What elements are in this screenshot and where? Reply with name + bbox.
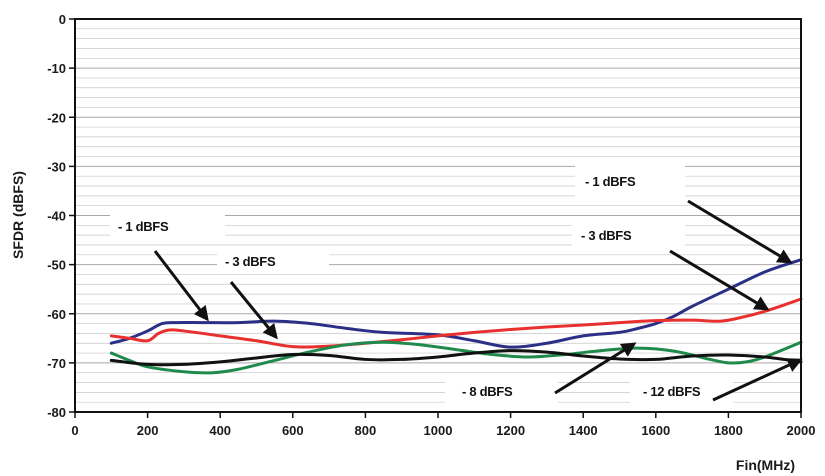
x-tick-label: 0 <box>71 423 78 438</box>
series-line-black <box>109 349 803 367</box>
x-tick-label: 1200 <box>496 423 525 438</box>
series-line-red <box>109 297 803 349</box>
y-tick-label: 0 <box>59 12 66 27</box>
annotation-label: - 3 dBFS <box>225 254 276 269</box>
annotation-label: - 3 dBFS <box>581 228 632 243</box>
annotation-arrow <box>229 281 278 340</box>
annotation-arrow <box>712 358 803 402</box>
annotations: - 1 dBFS - 3 dBFS - 1 dBFS - 3 dBFS - 8 dBFS… <box>110 162 803 406</box>
x-tick-label: 600 <box>282 423 304 438</box>
annotation-arrow <box>669 249 770 311</box>
y-tick-label: -40 <box>47 209 66 224</box>
annotation-arrow <box>687 199 793 264</box>
annotation-box <box>445 377 558 406</box>
annotation-box <box>110 211 225 238</box>
annotation-box <box>630 377 733 406</box>
annotation-label: - 8 dBFS <box>462 384 513 399</box>
x-tick-label: 800 <box>355 423 377 438</box>
series-lines <box>109 258 803 375</box>
y-tick-label: -80 <box>47 405 66 420</box>
series-line-green <box>109 340 803 375</box>
y-tick-label: -60 <box>47 307 66 322</box>
annotation-box <box>572 217 685 249</box>
x-tick-label: 1400 <box>569 423 598 438</box>
y-tick-label: -20 <box>47 110 66 125</box>
annotation-box <box>575 162 685 200</box>
series-line-blue <box>109 258 803 349</box>
y-tick-label: -70 <box>47 356 66 371</box>
x-tick-label: 1000 <box>424 423 453 438</box>
axis-ticks: 0 -10 -20 -30 -40 -50 -60 -70 -80 0 200 400 600 800 10… <box>47 12 815 438</box>
annotation-label: - 1 dBFS <box>585 174 636 189</box>
annotation-label: - 12 dBFS <box>643 384 701 399</box>
annotation-label: - 1 dBFS <box>118 219 169 234</box>
y-tick-label: -30 <box>47 159 66 174</box>
x-tick-label: 1800 <box>714 423 743 438</box>
y-tick-label: -10 <box>47 61 66 76</box>
x-tick-label: 400 <box>209 423 231 438</box>
x-tick-label: 1600 <box>641 423 670 438</box>
annotation-box <box>217 246 329 273</box>
y-axis-label: SFDR (dBFS) <box>10 171 26 259</box>
y-tick-label: -50 <box>47 258 66 273</box>
x-tick-label: 200 <box>137 423 159 438</box>
x-axis-label: Fin(MHz) <box>736 457 795 473</box>
x-tick-label: 2000 <box>787 423 816 438</box>
annotation-arrow <box>554 342 637 395</box>
annotation-arrow <box>153 250 209 322</box>
